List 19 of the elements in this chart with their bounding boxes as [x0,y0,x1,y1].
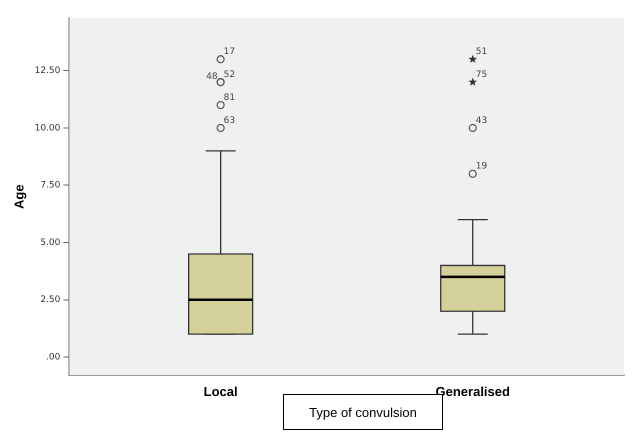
annotation: 63 [224,116,236,126]
y-tick-label: 2.50 [40,295,61,306]
annotation: 19 [476,162,488,172]
y-tick-label: 5.00 [40,238,61,248]
y-tick-label: 12.50 [34,66,61,76]
annotation: 17 [224,47,236,58]
y-tick-label: .00 [46,352,61,362]
annotation: 75 [476,70,488,80]
y-tick-label: 7.50 [40,180,61,191]
y-tick-label: 10.00 [34,123,61,134]
x-axis-title: Type of convulsion [309,404,417,420]
annotation: 52 [224,70,236,80]
y-axis-title: Age [11,184,26,209]
x-tick-label: Generalised [436,384,510,399]
annotation: 48 [206,72,218,82]
annotation: 81 [224,92,236,103]
annotation: 43 [476,116,488,126]
annotation: 51 [476,47,488,58]
x-tick-label: Local [204,384,238,399]
